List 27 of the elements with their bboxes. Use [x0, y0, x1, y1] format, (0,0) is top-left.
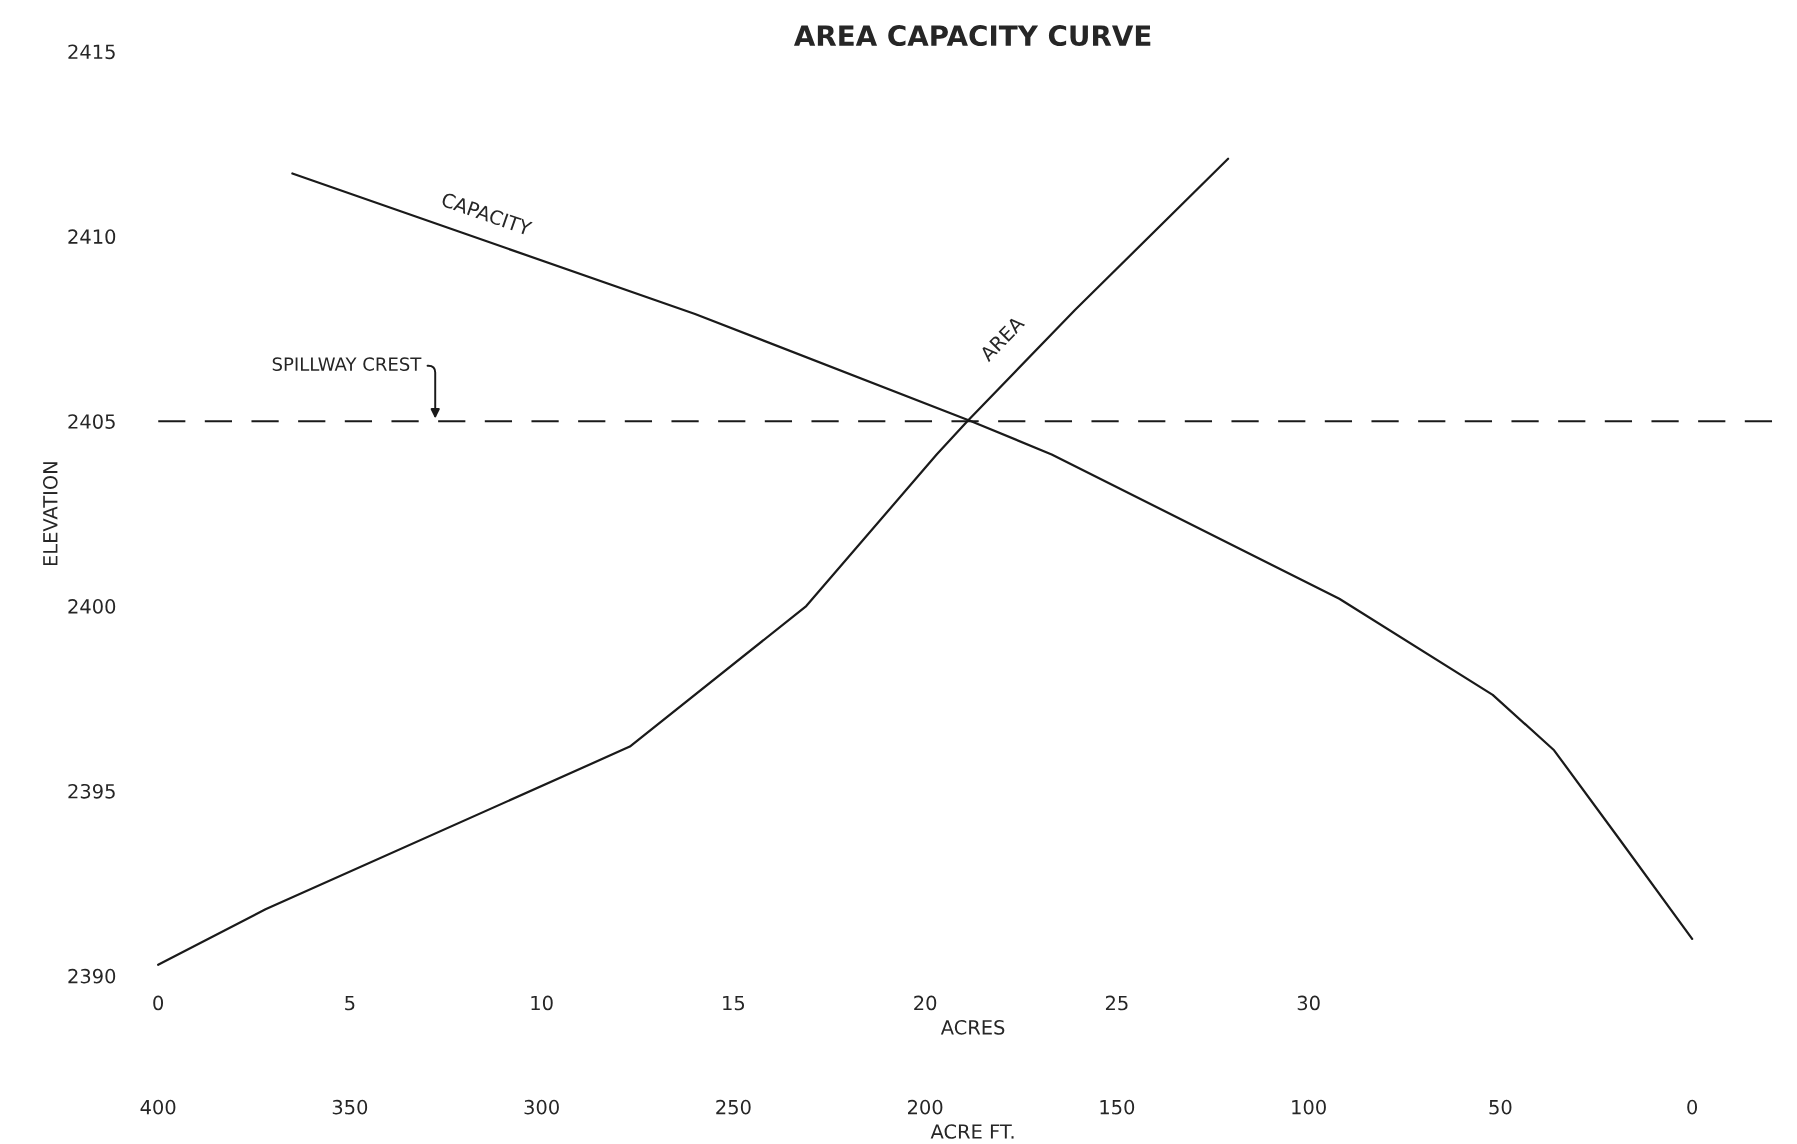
x2-tick-label: 300 [524, 1099, 559, 1115]
x-tick-label: 5 [345, 995, 355, 1011]
x-tick-label: 30 [1297, 995, 1320, 1011]
y-tick-label: 2415 [68, 44, 115, 60]
x-axis-title: ACRES [940, 1019, 1005, 1035]
x2-tick-label: 200 [908, 1099, 943, 1115]
y-axis-title: ELEVATION [42, 462, 58, 566]
x2-tick-label: 100 [1292, 1099, 1326, 1115]
ref-line-label: SPILLWAY CREST [272, 357, 422, 371]
y-tick-label: 2400 [68, 599, 116, 614]
y-tick-label: 2410 [68, 229, 116, 245]
x-tick-label: 10 [531, 995, 553, 1011]
x-tick-label: 20 [914, 995, 937, 1011]
x2-tick-label: 350 [332, 1099, 368, 1115]
chart-title: AREA CAPACITY CURVE [793, 25, 1151, 47]
x2-tick-label: 250 [716, 1099, 751, 1115]
x-tick-label: 0 [153, 995, 164, 1011]
y-tick-label: 2390 [68, 968, 116, 984]
x2-tick-label: 400 [140, 1099, 176, 1115]
x-tick-label: 25 [1105, 995, 1128, 1011]
x2-tick-label: 0 [1687, 1099, 1698, 1115]
x2-axis-title: ACRE FT. [930, 1124, 1014, 1139]
y-tick-label: 2395 [68, 783, 115, 799]
x2-tick-label: 50 [1489, 1099, 1512, 1115]
y-tick-label: 2405 [68, 414, 115, 429]
x2-tick-label: 150 [1100, 1099, 1135, 1115]
x-tick-label: 15 [723, 995, 745, 1011]
